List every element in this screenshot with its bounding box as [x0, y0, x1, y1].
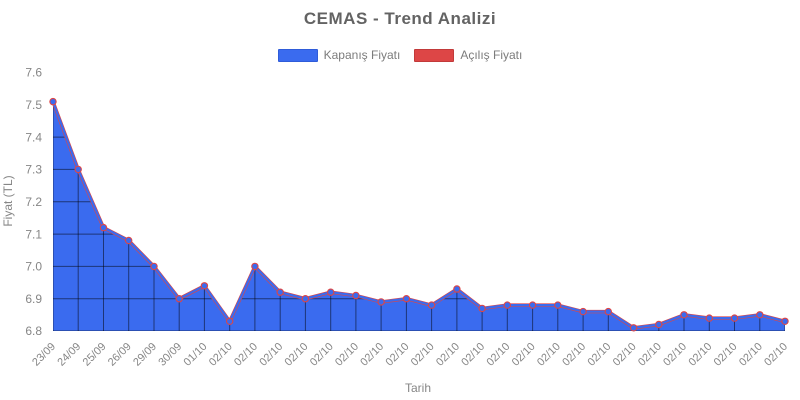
x-tick-label: 02/10	[283, 341, 311, 369]
x-tick-label: 02/10	[232, 341, 260, 369]
x-tick-label: 02/10	[207, 341, 235, 369]
line-kapanis	[51, 100, 787, 329]
data-point-marker[interactable]	[327, 288, 335, 296]
data-point-marker[interactable]	[200, 282, 209, 290]
x-tick-label: 25/09	[81, 341, 109, 369]
x-tick-label: 02/10	[409, 341, 437, 369]
x-tick-label: 02/10	[358, 341, 386, 369]
legend-item-acilis[interactable]: Açılış Fiyatı	[414, 48, 522, 62]
x-axis-ticks: 23/0924/0925/0926/0929/0930/0901/1002/10…	[30, 341, 790, 369]
x-axis-title: Tarih	[404, 381, 431, 395]
legend-swatch-kapanis-icon	[277, 48, 318, 62]
x-tick-label: 29/09	[131, 341, 159, 369]
x-tick-label: 02/10	[510, 341, 538, 369]
x-tick-label: 02/10	[636, 341, 664, 369]
data-point-marker[interactable]	[251, 262, 259, 271]
x-tick-label: 02/10	[535, 341, 563, 369]
data-point-marker[interactable]	[453, 285, 461, 293]
x-tick-label: 02/10	[661, 341, 689, 369]
data-point-marker[interactable]	[528, 301, 537, 309]
data-point-marker[interactable]	[125, 236, 133, 245]
x-tick-label: 02/10	[560, 341, 588, 369]
x-tick-label: 01/10	[182, 341, 210, 369]
y-tick-label: 7.3	[25, 163, 42, 177]
x-tick-label: 02/10	[333, 341, 361, 369]
x-tick-label: 02/10	[384, 341, 412, 369]
x-tick-label: 02/10	[257, 341, 285, 369]
data-point-marker[interactable]	[680, 311, 688, 319]
x-tick-label: 23/09	[30, 341, 58, 369]
chart-title: CEMAS - Trend Analizi	[303, 9, 497, 28]
y-tick-label: 7.5	[25, 98, 42, 112]
data-point-marker[interactable]	[74, 165, 82, 174]
data-point-marker[interactable]	[629, 324, 638, 332]
legend-label-kapanis: Kapanış Fiyatı	[323, 48, 401, 62]
x-tick-label: 02/10	[762, 341, 790, 369]
data-point-marker[interactable]	[554, 301, 562, 309]
y-tick-label: 7.6	[25, 66, 42, 80]
x-tick-label: 02/10	[585, 341, 613, 369]
data-point-marker[interactable]	[301, 295, 310, 303]
x-tick-label: 02/10	[308, 341, 336, 369]
data-point-markers	[49, 97, 789, 332]
y-tick-label: 6.9	[25, 292, 42, 306]
data-point-marker[interactable]	[781, 317, 789, 325]
data-point-marker[interactable]	[352, 291, 360, 300]
data-point-marker[interactable]	[478, 304, 486, 313]
data-point-marker[interactable]	[756, 311, 764, 319]
x-tick-label: 02/10	[611, 341, 639, 369]
data-point-marker[interactable]	[503, 301, 511, 309]
y-tick-label: 7.0	[25, 260, 42, 274]
data-point-marker[interactable]	[604, 307, 612, 316]
data-point-marker[interactable]	[175, 295, 183, 303]
x-tick-label: 02/10	[434, 341, 462, 369]
data-point-marker[interactable]	[150, 262, 158, 271]
data-point-marker[interactable]	[49, 97, 57, 106]
x-tick-label: 02/10	[459, 341, 487, 369]
y-tick-label: 7.2	[25, 195, 42, 209]
data-point-marker[interactable]	[427, 301, 436, 309]
area-fill-kapanis	[53, 101, 785, 331]
x-tick-label: 24/09	[55, 341, 83, 369]
y-tick-label: 6.8	[25, 324, 42, 338]
x-tick-label: 02/10	[484, 341, 512, 369]
x-tick-label: 30/09	[156, 341, 184, 369]
x-tick-label: 26/09	[106, 341, 134, 369]
y-axis-ticks: 7.6 7.5 7.4 7.3 7.2 7.1 7.0 6.9 6.8	[25, 66, 42, 339]
data-point-marker[interactable]	[705, 314, 713, 322]
x-tick-label: 02/10	[686, 341, 714, 369]
data-point-marker[interactable]	[99, 223, 108, 232]
legend-label-acilis: Açılış Fiyatı	[460, 48, 523, 62]
data-point-marker[interactable]	[402, 295, 411, 303]
x-tick-label: 02/10	[712, 341, 740, 369]
data-point-marker[interactable]	[655, 320, 663, 329]
data-point-marker[interactable]	[579, 307, 587, 316]
chart-legend: Kapanış Fiyatı Açılış Fiyatı	[0, 48, 800, 62]
data-point-marker[interactable]	[377, 298, 385, 306]
data-point-marker[interactable]	[276, 288, 284, 296]
y-tick-label: 7.1	[25, 227, 42, 241]
data-point-marker[interactable]	[730, 314, 739, 322]
y-tick-label: 7.4	[25, 130, 42, 144]
data-point-marker[interactable]	[226, 317, 234, 325]
legend-swatch-acilis-icon	[414, 48, 455, 62]
x-tick-label: 02/10	[737, 341, 765, 369]
legend-item-kapanis[interactable]: Kapanış Fiyatı	[277, 48, 401, 62]
